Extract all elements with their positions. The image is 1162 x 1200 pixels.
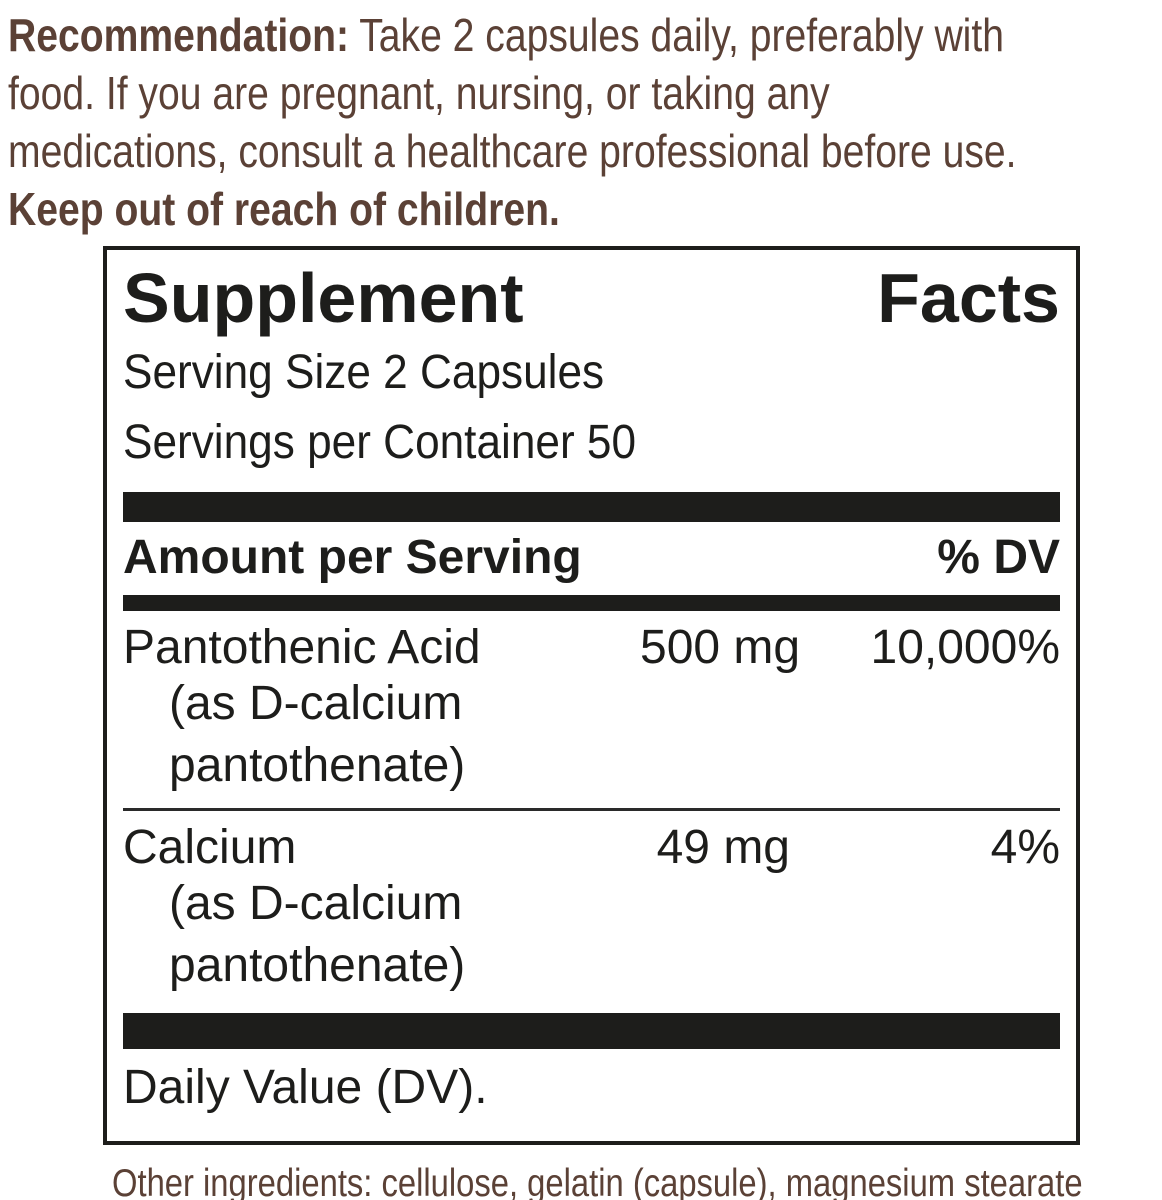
divider-bar-header [123,595,1060,611]
percent-dv-label: % DV [937,531,1060,584]
recommendation-line-4: Keep out of reach of children. [8,183,560,235]
divider-bar-bottom [123,1013,1060,1049]
servings-per-container: Servings per Container 50 [123,416,637,469]
nutrient-name: Calcium [123,821,297,874]
nutrient-subname-line: pantothenate) [169,739,466,792]
nutrient-amount: 500 mg [640,621,801,674]
recommendation-line-1: Recommendation: Take 2 capsules daily, p… [8,6,1004,64]
column-header-row: Amount per Serving % DV [123,522,1060,595]
nutrient-dv: 10,000% [870,621,1061,674]
nutrient-row: Calcium 49 mg 4% [123,823,1060,873]
nutrient-row: Pantothenic Acid 500 mg 10,000% [123,623,1060,673]
recommendation-paragraph: Recommendation: Take 2 capsules daily, p… [0,0,1162,238]
recommendation-line-2: food. If you are pregnant, nursing, or t… [8,67,830,119]
panel-title: Supplement Facts [123,259,1060,337]
other-ingredients-line: Other ingredients: cellulose, gelatin (c… [112,1162,1083,1200]
daily-value-footnote: Daily Value (DV). [123,1061,488,1114]
amount-per-serving-label: Amount per Serving [123,531,582,584]
divider-bar-top [123,492,1060,522]
nutrient-amount: 49 mg [656,821,790,874]
recommendation-line-1-rest: Take 2 capsules daily, preferably with [349,9,1004,61]
recommendation-line-3: medications, consult a healthcare profes… [8,125,1017,177]
nutrient-subname-line: pantothenate) [169,939,466,992]
nutrient-name: Pantothenic Acid [123,621,481,674]
nutrient-subname-line: (as D-calcium [169,677,463,730]
supplement-facts-panel: Supplement Facts Serving Size 2 Capsules… [103,246,1080,1145]
row-divider-rule [123,808,1060,811]
nutrient-subname-line: (as D-calcium [169,877,463,930]
recommendation-lead: Recommendation: [8,9,350,61]
nutrient-dv: 4% [990,821,1060,874]
serving-size: Serving Size 2 Capsules [123,346,605,399]
